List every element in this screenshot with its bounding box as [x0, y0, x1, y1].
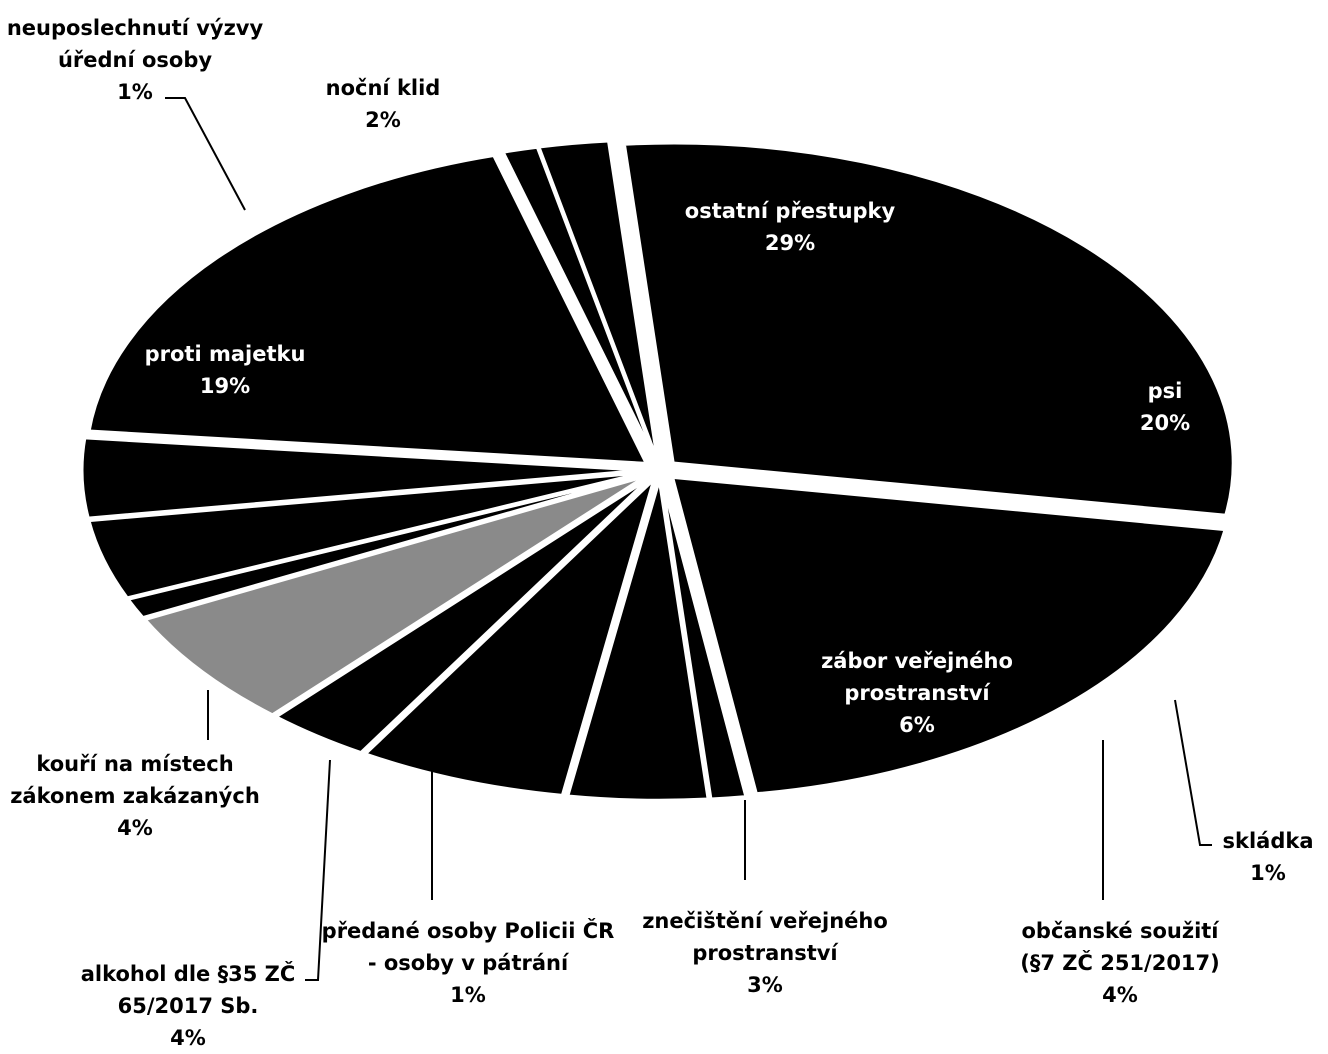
- slice-label: kouří na místech zákonem zakázaných 4%: [0, 748, 285, 844]
- value-label: 4%: [117, 816, 153, 840]
- pie-slice: [565, 479, 710, 802]
- pie-slice: [500, 145, 658, 461]
- slice-label: skládka 1%: [1222, 825, 1313, 889]
- category-label: zábor veřejného prostranství: [821, 649, 1013, 705]
- value-label: 19%: [199, 374, 251, 398]
- category-label: znečištění veřejného prostranství: [642, 909, 888, 965]
- pie-slice: [273, 477, 651, 755]
- category-label: skládka: [1222, 829, 1314, 853]
- value-label: 1%: [117, 80, 153, 104]
- category-label: alkohol dle §35 ZČ 65/2017 Sb.: [80, 962, 296, 1018]
- value-label: 1%: [1250, 861, 1286, 885]
- value-label: 29%: [764, 231, 816, 255]
- category-label: kouří na místech zákonem zakázaných: [10, 752, 260, 808]
- slice-label: psi 20%: [1140, 375, 1190, 439]
- slice-label: předané osoby Policii ČR - osoby v pátrá…: [318, 915, 618, 1011]
- slice-label: proti majetku 19%: [145, 338, 306, 402]
- slice-label: zábor veřejného prostranství 6%: [767, 645, 1067, 741]
- pie-slice: [80, 436, 643, 520]
- value-label: 3%: [747, 973, 783, 997]
- pie-slice: [87, 153, 649, 466]
- slice-label: noční klid 2%: [326, 72, 441, 136]
- category-label: předané osoby Policii ČR - osoby v pátrá…: [321, 919, 615, 975]
- leader-lines: [165, 97, 1212, 981]
- value-label: 1%: [450, 983, 486, 1007]
- value-label: 20%: [1139, 411, 1191, 435]
- pie-slice: [362, 474, 657, 797]
- slice-label: ostatní přestupky 29%: [685, 195, 895, 259]
- pie-slice: [142, 474, 647, 717]
- category-label: občanské soužití (§7 ZČ 251/2017): [1020, 919, 1220, 975]
- pie-slice: [125, 472, 645, 620]
- pie-slice: [670, 475, 1228, 796]
- value-label: 2%: [365, 108, 401, 132]
- slice-label: neuposlechnutí výzvy úřední osoby 1%: [0, 12, 285, 108]
- value-label: 6%: [899, 713, 935, 737]
- pie-slice: [536, 139, 659, 461]
- category-label: psi: [1147, 379, 1183, 403]
- pie-slice: [87, 471, 644, 600]
- category-label: neuposlechnutí výzvy úřední osoby: [6, 16, 264, 72]
- slice-label: znečištění veřejného prostranství 3%: [615, 905, 915, 1001]
- pie-slice: [660, 479, 748, 801]
- value-label: 4%: [1102, 983, 1138, 1007]
- value-label: 4%: [170, 1026, 206, 1050]
- category-label: proti majetku: [144, 342, 306, 366]
- pie-slice: [622, 141, 1235, 517]
- category-label: ostatní přestupky: [684, 199, 896, 223]
- category-label: noční klid: [325, 76, 441, 100]
- slice-label: občanské soužití (§7 ZČ 251/2017) 4%: [1016, 915, 1224, 1011]
- slice-label: alkohol dle §35 ZČ 65/2017 Sb. 4%: [38, 958, 338, 1054]
